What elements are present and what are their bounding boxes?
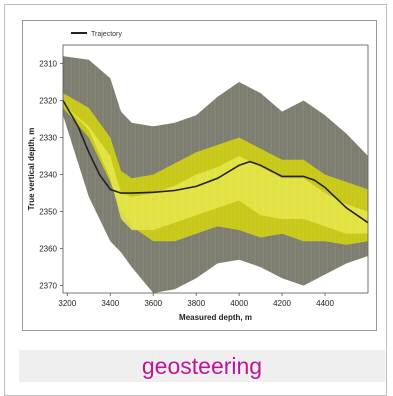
legend-label: Trajectory <box>91 31 122 38</box>
x-tick-label: 3800 <box>187 299 205 308</box>
y-tick-label: 2320 <box>39 97 57 106</box>
y-tick-label: 2350 <box>39 208 57 217</box>
y-tick-label: 2330 <box>39 134 57 143</box>
x-tick-label: 3200 <box>58 299 76 308</box>
trajectory-line <box>62 100 369 224</box>
yellow-inner-band <box>63 104 368 234</box>
x-tick-label: 4000 <box>230 299 248 308</box>
x-tick-label: 3400 <box>101 299 119 308</box>
chart-frame: 3200 3400 3600 3800 4000 4200 4400 2310 2320 2330… <box>22 20 377 331</box>
image-card: 3200 3400 3600 3800 4000 4200 4400 2310 2320 2330… <box>4 4 387 396</box>
caption-bar: geosteering <box>19 350 385 382</box>
y-tick-label: 2310 <box>39 60 57 69</box>
plot-border <box>62 44 369 294</box>
y-tick-label: 2340 <box>39 171 57 180</box>
y-tick-label: 2370 <box>39 282 57 291</box>
x-tick-label: 3600 <box>144 299 162 308</box>
caption-link[interactable]: geosteering <box>141 353 263 379</box>
geosteering-chart: 3200 3400 3600 3800 4000 4200 4400 2310 2320 2330… <box>27 31 369 322</box>
x-axis-label: Measured depth, m <box>179 313 252 322</box>
x-tick-label: 4200 <box>273 299 291 308</box>
y-tick-label: 2360 <box>39 245 57 254</box>
x-tick-label: 4400 <box>316 299 334 308</box>
y-axis-label: True vertical depth, m <box>27 128 36 211</box>
